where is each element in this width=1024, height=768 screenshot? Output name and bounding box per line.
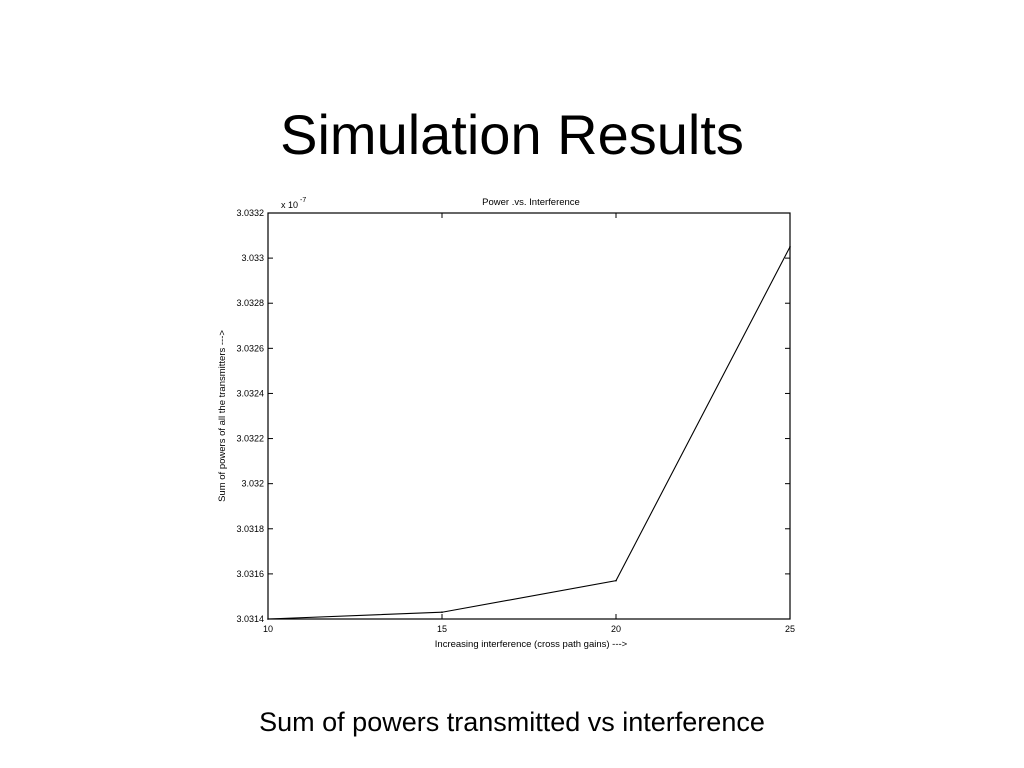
slide-caption: Sum of powers transmitted vs interferenc… — [259, 707, 765, 737]
y-tick-label: 3.0322 — [236, 434, 264, 444]
y-tick-label: 3.033 — [241, 253, 264, 263]
y-tick-label: 3.0314 — [236, 614, 264, 624]
y-tick-label: 3.032 — [241, 479, 264, 489]
data-point — [615, 579, 617, 582]
data-point — [441, 611, 443, 614]
x-tick-label: 25 — [785, 624, 795, 634]
y-tick-label: 3.0318 — [236, 524, 264, 534]
data-point — [789, 246, 791, 248]
x-axis-ticks — [267, 213, 791, 619]
x-axis-label: Increasing interference (cross path gain… — [435, 639, 628, 650]
chart-title: Power .vs. Interference — [482, 197, 580, 208]
y-tick-label: 3.0324 — [236, 388, 264, 398]
plot-frame — [267, 212, 791, 620]
series-group — [267, 246, 791, 620]
data-point — [267, 618, 269, 620]
x-axis-tick-labels: 10 15 20 25 — [263, 624, 795, 634]
y-tick-label: 3.0326 — [236, 343, 264, 353]
y-axis-ticks — [268, 212, 790, 620]
y-multiplier: x 10 — [281, 200, 298, 210]
x-tick-label: 10 — [263, 624, 273, 634]
y-axis-label: Sum of powers of all the transmitters --… — [217, 330, 228, 502]
x-tick-label: 20 — [611, 624, 621, 634]
y-axis-tick-labels: 3.0314 3.0316 3.0318 3.032 3.0322 3.0324 3.032… — [236, 208, 264, 624]
y-multiplier-exponent: -7 — [300, 197, 306, 204]
x-tick-label: 15 — [437, 624, 447, 634]
y-tick-label: 3.0328 — [236, 298, 264, 308]
slide-title: Simulation Results — [280, 103, 744, 166]
series-line — [267, 246, 791, 620]
y-tick-label: 3.0332 — [236, 208, 264, 218]
y-tick-label: 3.0316 — [236, 569, 264, 579]
